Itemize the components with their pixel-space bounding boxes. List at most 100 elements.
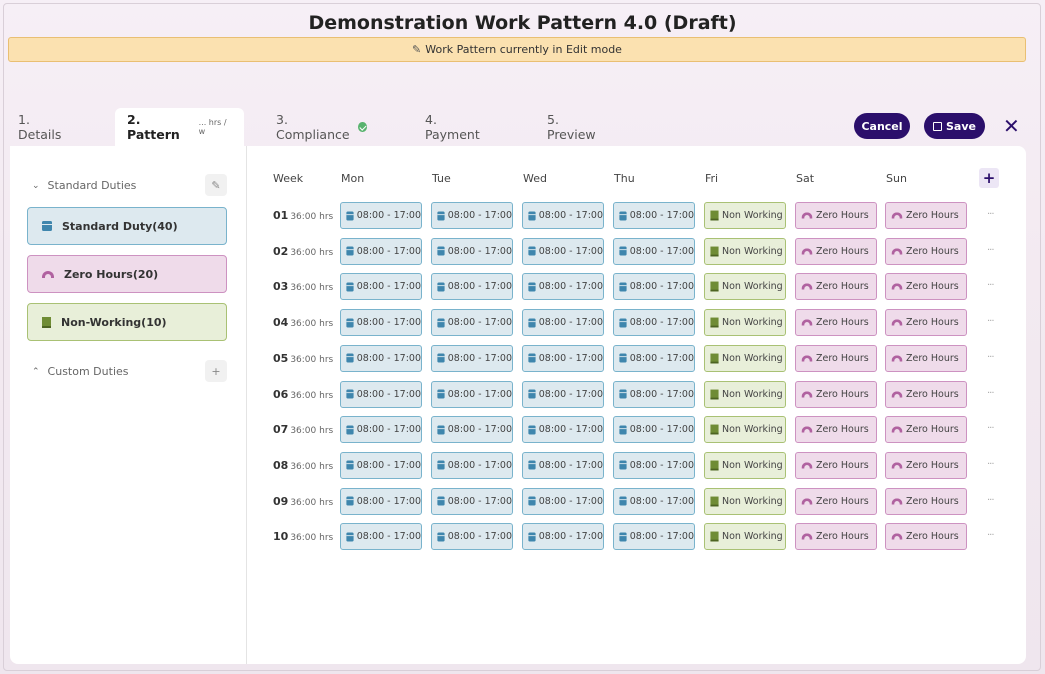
duty-cell[interactable]: 08:00 - 17:00 (613, 487, 695, 515)
duty-cell[interactable]: Zero Hours (885, 344, 967, 372)
duty-cell[interactable]: 08:00 - 17:00 (522, 523, 604, 551)
tab-payment[interactable]: 4. Payment (425, 108, 480, 146)
duty-cell[interactable]: Zero Hours (885, 487, 967, 515)
duty-cell[interactable]: Zero Hours (885, 237, 967, 265)
duty-cell[interactable]: 08:00 - 17:00 (522, 309, 604, 337)
duty-cell[interactable]: Non Working (704, 523, 786, 551)
duty-cell[interactable]: 08:00 - 17:00 (522, 416, 604, 444)
duty-cell[interactable]: 08:00 - 17:00 (613, 380, 695, 408)
duty-cell[interactable]: 08:00 - 17:00 (431, 202, 513, 229)
row-menu-icon[interactable]: ··· (987, 387, 994, 399)
duty-cell[interactable]: Non Working (704, 416, 786, 444)
duty-cell[interactable]: 08:00 - 17:00 (613, 273, 695, 301)
duty-cell[interactable]: 08:00 - 17:00 (340, 309, 422, 337)
duty-cell[interactable]: 08:00 - 17:00 (613, 202, 695, 229)
duty-cell[interactable]: Zero Hours (795, 487, 877, 515)
duty-cell[interactable]: 08:00 - 17:00 (431, 344, 513, 372)
duty-cell[interactable]: Zero Hours (795, 451, 877, 479)
duty-cell[interactable]: Zero Hours (885, 309, 967, 337)
duty-cell[interactable]: 08:00 - 17:00 (522, 202, 604, 229)
pencil-icon: ✎ (412, 43, 422, 56)
duty-cell[interactable]: Zero Hours (885, 273, 967, 301)
tab-preview[interactable]: 5. Preview (547, 108, 596, 146)
duty-cell[interactable]: Zero Hours (885, 523, 967, 551)
duty-cell[interactable]: Zero Hours (885, 380, 967, 408)
duty-cell[interactable]: 08:00 - 17:00 (431, 309, 513, 337)
calendar-icon (42, 221, 52, 231)
row-menu-icon[interactable]: ··· (987, 209, 994, 220)
duty-cell[interactable]: 08:00 - 17:00 (340, 523, 422, 551)
duty-cell[interactable]: 08:00 - 17:00 (522, 344, 604, 372)
duty-cell[interactable]: Non Working (704, 273, 786, 301)
duty-cell[interactable]: Zero Hours (795, 380, 877, 408)
duty-cell[interactable]: 08:00 - 17:00 (431, 523, 513, 551)
duty-cell[interactable]: 08:00 - 17:00 (431, 273, 513, 301)
close-icon[interactable]: ✕ (1003, 114, 1020, 138)
row-menu-icon[interactable]: ··· (987, 316, 994, 328)
standard-duties-header[interactable]: ⌄ Standard Duties (32, 179, 136, 192)
duty-cell[interactable]: 08:00 - 17:00 (340, 273, 422, 301)
duty-cell[interactable]: 08:00 - 17:00 (522, 380, 604, 408)
duty-cell[interactable]: 08:00 - 17:00 (522, 487, 604, 515)
duty-zero-hours[interactable]: Zero Hours(20) (27, 255, 227, 293)
duty-cell-label: 08:00 - 17:00 (538, 424, 603, 436)
custom-duties-header[interactable]: ⌃ Custom Duties (32, 365, 129, 378)
duty-cell[interactable]: 08:00 - 17:00 (340, 237, 422, 265)
duty-cell[interactable]: Zero Hours (795, 273, 877, 301)
row-menu-icon[interactable]: ··· (987, 423, 994, 435)
duty-cell[interactable]: 08:00 - 17:00 (522, 451, 604, 479)
duty-cell[interactable]: 08:00 - 17:00 (613, 237, 695, 265)
duty-cell[interactable]: Zero Hours (795, 344, 877, 372)
row-menu-icon[interactable]: ··· (987, 494, 994, 506)
duty-cell[interactable]: 08:00 - 17:00 (613, 523, 695, 551)
duty-cell[interactable]: Non Working (704, 237, 786, 265)
duty-cell[interactable]: 08:00 - 17:00 (340, 487, 422, 515)
duty-cell[interactable]: Non Working (704, 451, 786, 479)
duty-cell[interactable]: 08:00 - 17:00 (613, 416, 695, 444)
duty-cell[interactable]: 08:00 - 17:00 (613, 344, 695, 372)
duty-cell[interactable]: 08:00 - 17:00 (522, 237, 604, 265)
duty-cell[interactable]: Non Working (704, 344, 786, 372)
duty-cell[interactable]: 08:00 - 17:00 (431, 487, 513, 515)
edit-duties-button[interactable]: ✎ (205, 174, 227, 196)
duty-cell[interactable]: Zero Hours (795, 237, 877, 265)
duty-cell[interactable]: 08:00 - 17:00 (613, 451, 695, 479)
duty-cell[interactable]: Non Working (704, 309, 786, 337)
duty-cell[interactable]: Zero Hours (885, 202, 967, 229)
duty-cell[interactable]: 08:00 - 17:00 (340, 202, 422, 229)
duty-cell[interactable]: Zero Hours (795, 202, 877, 229)
duty-cell[interactable]: Zero Hours (795, 416, 877, 444)
row-menu-icon[interactable]: ··· (987, 530, 994, 542)
duty-cell[interactable]: 08:00 - 17:00 (340, 344, 422, 372)
tab-pattern[interactable]: 2. Pattern ... hrs / w (115, 108, 244, 146)
duty-cell[interactable]: Non Working (704, 202, 786, 229)
row-menu-icon[interactable]: ··· (987, 280, 994, 292)
duty-cell[interactable]: 08:00 - 17:00 (613, 309, 695, 337)
duty-cell[interactable]: 08:00 - 17:00 (340, 380, 422, 408)
cancel-button[interactable]: Cancel (854, 113, 910, 139)
row-menu-icon[interactable]: ··· (987, 351, 994, 363)
duty-cell[interactable]: 08:00 - 17:00 (431, 451, 513, 479)
duty-cell-label: 08:00 - 17:00 (629, 317, 694, 329)
duty-cell[interactable]: Zero Hours (795, 309, 877, 337)
duty-cell[interactable]: Non Working (704, 487, 786, 515)
duty-cell[interactable]: 08:00 - 17:00 (431, 380, 513, 408)
add-custom-duty-button[interactable]: + (205, 360, 227, 382)
row-menu-icon[interactable]: ··· (987, 458, 994, 470)
tab-details[interactable]: 1. Details (18, 108, 61, 146)
duty-cell[interactable]: Zero Hours (795, 523, 877, 551)
duty-cell[interactable]: 08:00 - 17:00 (522, 273, 604, 301)
duty-non-working[interactable]: Non-Working(10) (27, 303, 227, 341)
tab-compliance[interactable]: 3. Compliance (276, 108, 367, 146)
duty-cell[interactable]: Zero Hours (885, 416, 967, 444)
duty-cell[interactable]: Non Working (704, 380, 786, 408)
duty-cell[interactable]: 08:00 - 17:00 (340, 416, 422, 444)
duty-cell[interactable]: 08:00 - 17:00 (431, 237, 513, 265)
duty-cell[interactable]: Zero Hours (885, 451, 967, 479)
duty-standard[interactable]: Standard Duty(40) (27, 207, 227, 245)
add-week-button[interactable]: + (979, 168, 999, 188)
duty-cell[interactable]: 08:00 - 17:00 (431, 416, 513, 444)
duty-cell[interactable]: 08:00 - 17:00 (340, 451, 422, 479)
save-button[interactable]: Save (924, 113, 985, 139)
row-menu-icon[interactable]: ··· (987, 244, 994, 256)
